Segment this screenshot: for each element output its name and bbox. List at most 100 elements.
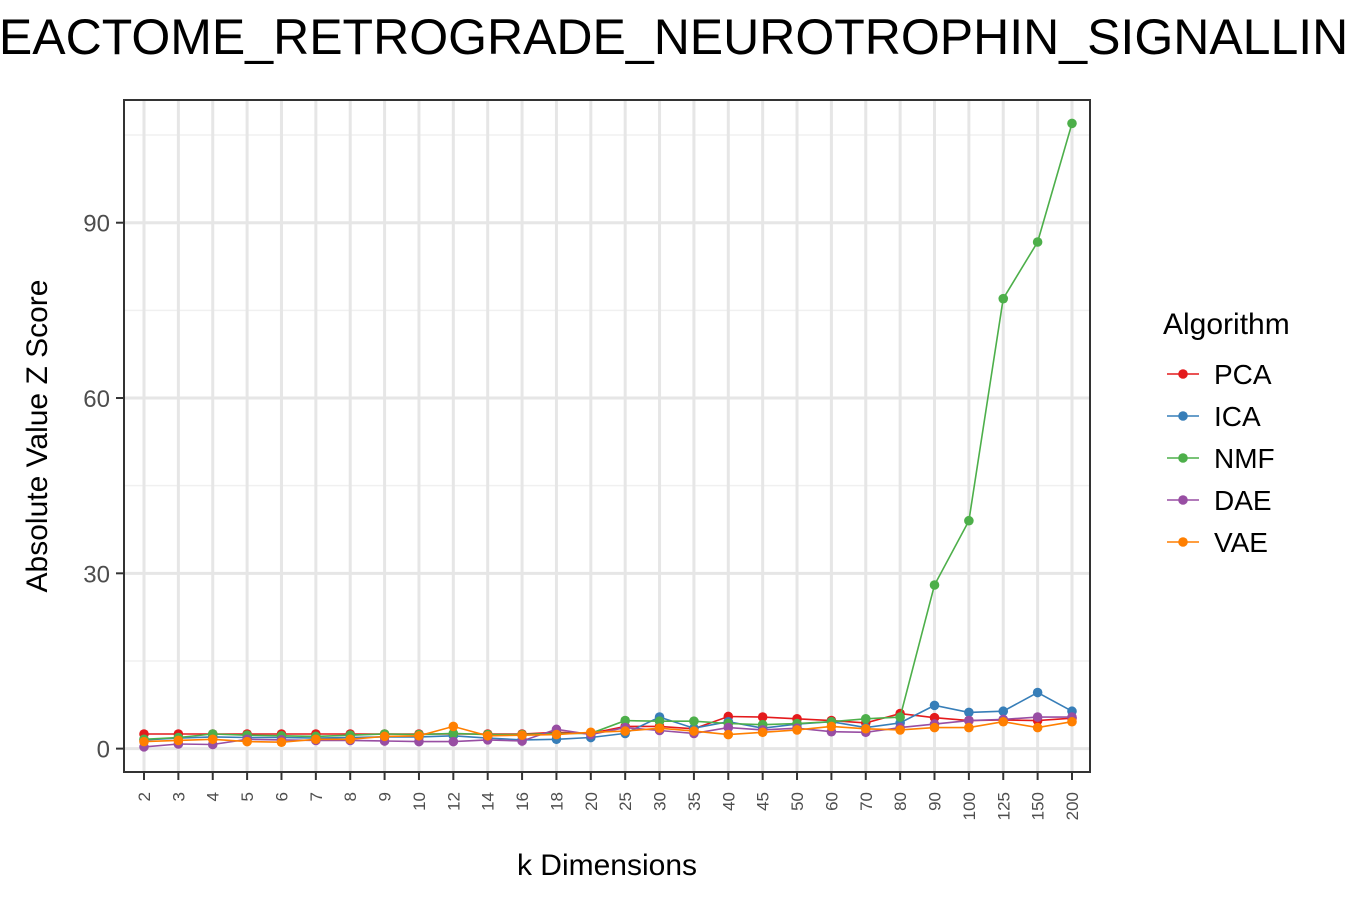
x-tick-label: 45 (754, 792, 773, 811)
data-point-vae (689, 726, 699, 736)
data-point-vae (139, 736, 149, 747)
x-axis: 2 3 4 5 6 7 8 9 10 12 14 16 18 20 25 30 35 40 45 50 60 70 80 90… (135, 772, 1082, 820)
series-vae (139, 716, 1077, 747)
data-point-dae (723, 722, 734, 733)
data-point-nmf (448, 728, 459, 739)
legend-title: Algorithm (1163, 308, 1290, 341)
grid-major (124, 100, 1090, 772)
legend-key-point (1178, 495, 1188, 505)
data-point-vae (414, 730, 424, 741)
legend-label: NMF (1214, 443, 1275, 474)
legend: Algorithm PCA ICA NMF DAE VAE (1163, 308, 1290, 558)
x-tick-label: 9 (376, 792, 395, 801)
y-tick-label: 30 (83, 561, 110, 588)
series-line-vae (143, 720, 1073, 744)
data-point-dae (964, 715, 974, 726)
data-point-vae (826, 721, 837, 732)
plot-background (124, 100, 1090, 772)
data-point-vae (1032, 722, 1043, 733)
data-point-nmf (620, 715, 630, 726)
data-point-vae (379, 731, 390, 742)
data-point-vae (895, 725, 905, 735)
chart-title: REACTOME_RETROGRADE_NEUROTROPHIN_SIGNALL… (0, 9, 1350, 65)
data-point-vae (242, 736, 252, 747)
data-point-nmf (895, 712, 905, 722)
legend-key-point (1178, 537, 1188, 547)
data-point-vae (998, 716, 1009, 727)
data-point-vae (448, 721, 459, 732)
data-point-nmf (654, 716, 665, 726)
legend-item-dae: DAE (1167, 485, 1272, 516)
data-point-ica (1032, 687, 1043, 698)
x-tick-label: 20 (582, 792, 601, 811)
y-tick-label: 0 (97, 737, 110, 764)
legend-label: VAE (1214, 527, 1268, 558)
x-tick-label: 50 (788, 792, 807, 811)
data-point-nmf (689, 716, 699, 726)
x-tick-label: 6 (272, 792, 291, 801)
data-point-vae (482, 730, 493, 741)
series-line-pca (144, 712, 1073, 735)
data-point-nmf (964, 515, 974, 526)
data-point-nmf (998, 293, 1009, 304)
data-point-pca (757, 712, 768, 722)
data-point-vae (311, 734, 321, 745)
x-tick-label: 100 (960, 792, 979, 820)
y-tick-label: 60 (83, 386, 110, 413)
data-point-vae (620, 726, 630, 736)
x-tick-label: 5 (238, 792, 257, 801)
x-tick-label: 14 (479, 792, 498, 811)
legend-item-vae: VAE (1167, 527, 1268, 558)
x-tick-label: 4 (204, 792, 223, 801)
data-point-vae (654, 723, 665, 733)
x-tick-label: 30 (651, 792, 670, 811)
y-axis: 0 30 60 90 (83, 211, 124, 764)
data-point-vae (723, 729, 734, 740)
series-line-nmf (143, 123, 1073, 741)
x-tick-label: 2 (135, 792, 154, 801)
data-point-nmf (860, 714, 871, 724)
x-tick-label: 8 (341, 792, 360, 801)
plot-border (123, 99, 1091, 773)
x-tick-label: 200 (1063, 792, 1082, 820)
data-point-vae (1067, 716, 1077, 727)
legend-item-nmf: NMF (1167, 443, 1275, 474)
series-layer (139, 118, 1077, 752)
data-point-vae (929, 722, 940, 733)
data-point-vae (792, 725, 802, 735)
data-point-vae (517, 730, 527, 740)
data-point-vae (964, 722, 974, 733)
legend-label: DAE (1214, 485, 1272, 516)
legend-label: ICA (1214, 401, 1261, 432)
data-point-dae (1032, 712, 1043, 722)
legend-item-pca: PCA (1167, 359, 1272, 390)
x-tick-label: 40 (719, 792, 738, 811)
legend-item-ica: ICA (1167, 401, 1261, 432)
data-point-vae (173, 735, 184, 746)
x-tick-label: 70 (857, 792, 876, 811)
data-point-vae (586, 727, 596, 738)
y-tick-label: 90 (83, 211, 110, 238)
x-tick-label: 150 (1029, 792, 1048, 820)
x-tick-label: 16 (513, 792, 532, 811)
legend-label: PCA (1214, 359, 1272, 390)
x-axis-label: k Dimensions (517, 849, 697, 882)
x-tick-label: 7 (307, 792, 326, 801)
series-line-ica (143, 691, 1073, 741)
x-tick-label: 12 (444, 792, 463, 811)
x-tick-label: 60 (822, 792, 841, 811)
data-point-ica (964, 707, 974, 718)
x-tick-label: 35 (685, 792, 704, 811)
x-tick-label: 3 (169, 792, 188, 801)
data-point-nmf (1032, 237, 1043, 247)
x-tick-label: 10 (410, 792, 429, 811)
grid-minor (124, 134, 1090, 662)
y-axis-label: Absolute Value Z Score (21, 280, 54, 593)
data-point-ica (929, 700, 940, 711)
x-tick-label: 80 (891, 792, 910, 811)
data-point-nmf (1067, 118, 1077, 129)
data-point-vae (207, 734, 218, 745)
legend-key-point (1178, 453, 1188, 463)
x-tick-label: 90 (926, 792, 945, 811)
